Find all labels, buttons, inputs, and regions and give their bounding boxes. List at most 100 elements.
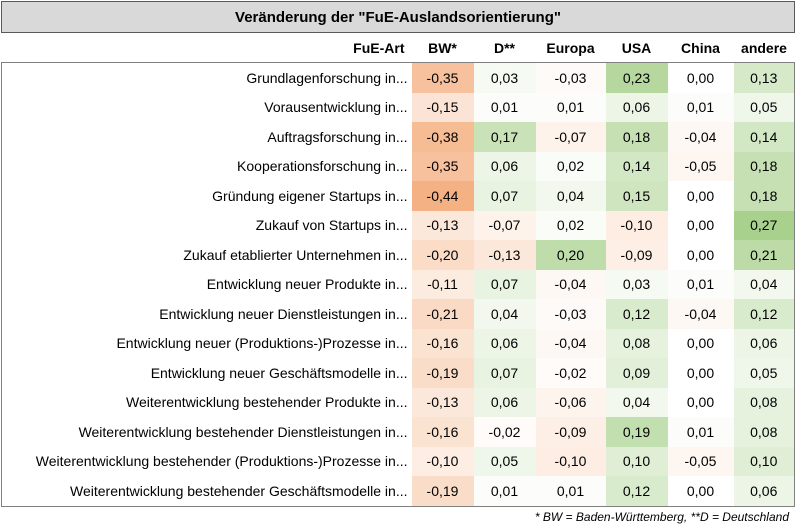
value-cell: -0,11 bbox=[411, 269, 474, 299]
data-table: Veränderung der "FuE-Auslandsorientierun… bbox=[0, 1, 796, 507]
value-cell: 0,08 bbox=[733, 417, 796, 447]
table-row: Weiterentwicklung bestehender Geschäftsm… bbox=[1, 476, 796, 507]
table-row: Entwicklung neuer Geschäftsmodelle in...… bbox=[1, 358, 796, 388]
value-cell: 0,03 bbox=[473, 62, 536, 93]
value-cell: -0,35 bbox=[411, 62, 474, 93]
value-cell: 0,15 bbox=[605, 181, 668, 211]
value-cell: 0,04 bbox=[535, 181, 606, 211]
value-cell: 0,27 bbox=[733, 210, 796, 240]
table-body: Grundlagenforschung in... -0,35 0,03 -0,03 0… bbox=[1, 62, 796, 507]
value-cell: 0,06 bbox=[733, 328, 796, 358]
value-cell: -0,09 bbox=[535, 417, 606, 447]
column-header-china: China bbox=[667, 32, 734, 63]
value-cell: -0,10 bbox=[605, 210, 668, 240]
table-row: Vorausentwicklung in... -0,15 0,01 0,01 0,06… bbox=[1, 92, 796, 122]
column-header-fue-art: FuE-Art bbox=[1, 32, 412, 63]
table-row: Zukauf etablierter Unternehmen in... -0,2… bbox=[1, 240, 796, 270]
value-cell: -0,21 bbox=[411, 299, 474, 329]
value-cell: 0,07 bbox=[473, 269, 536, 299]
row-label: Grundlagenforschung in... bbox=[1, 62, 412, 93]
value-cell: 0,06 bbox=[473, 328, 536, 358]
value-cell: 0,00 bbox=[667, 210, 734, 240]
header-row: FuE-Art BW* D** Europa USA China andere bbox=[1, 32, 795, 63]
value-cell: -0,04 bbox=[535, 269, 606, 299]
value-cell: -0,03 bbox=[535, 62, 606, 93]
value-cell: 0,01 bbox=[473, 92, 536, 122]
value-cell: -0,19 bbox=[411, 476, 474, 507]
value-cell: 0,02 bbox=[535, 210, 606, 240]
value-cell: 0,08 bbox=[733, 387, 796, 417]
value-cell: 0,04 bbox=[605, 387, 668, 417]
value-cell: 0,10 bbox=[733, 446, 796, 476]
value-cell: 0,12 bbox=[733, 299, 796, 329]
value-cell: 0,01 bbox=[667, 417, 734, 447]
value-cell: 0,01 bbox=[667, 269, 734, 299]
value-cell: 0,05 bbox=[733, 358, 796, 388]
value-cell: 0,20 bbox=[535, 240, 606, 270]
table-row: Entwicklung neuer Produkte in... -0,11 0,0… bbox=[1, 269, 796, 299]
value-cell: 0,06 bbox=[733, 476, 796, 507]
value-cell: -0,35 bbox=[411, 151, 474, 181]
value-cell: 0,12 bbox=[605, 299, 668, 329]
value-cell: 0,14 bbox=[605, 151, 668, 181]
value-cell: 0,04 bbox=[473, 299, 536, 329]
table-row: Grundlagenforschung in... -0,35 0,03 -0,03 0… bbox=[1, 62, 796, 93]
value-cell: -0,15 bbox=[411, 92, 474, 122]
value-cell: -0,13 bbox=[473, 240, 536, 270]
value-cell: 0,21 bbox=[733, 240, 796, 270]
value-cell: 0,01 bbox=[535, 92, 606, 122]
value-cell: -0,02 bbox=[535, 358, 606, 388]
value-cell: 0,00 bbox=[667, 62, 734, 93]
column-header-andere: andere bbox=[733, 32, 795, 63]
value-cell: -0,04 bbox=[535, 328, 606, 358]
value-cell: 0,00 bbox=[667, 181, 734, 211]
row-label: Zukauf etablierter Unternehmen in... bbox=[1, 240, 412, 270]
value-cell: -0,38 bbox=[411, 122, 474, 152]
value-cell: -0,04 bbox=[667, 299, 734, 329]
value-cell: 0,05 bbox=[473, 446, 536, 476]
row-label: Kooperationsforschung in... bbox=[1, 151, 412, 181]
value-cell: -0,10 bbox=[535, 446, 606, 476]
value-cell: -0,02 bbox=[473, 417, 536, 447]
row-label: Entwicklung neuer Geschäftsmodelle in... bbox=[1, 358, 412, 388]
row-label: Entwicklung neuer Dienstleistungen in... bbox=[1, 299, 412, 329]
row-label: Weiterentwicklung bestehender Dienstleis… bbox=[1, 417, 412, 447]
value-cell: -0,10 bbox=[411, 446, 474, 476]
value-cell: 0,18 bbox=[733, 181, 796, 211]
value-cell: 0,05 bbox=[733, 92, 796, 122]
value-cell: 0,13 bbox=[733, 62, 796, 93]
row-label: Weiterentwicklung bestehender Geschäftsm… bbox=[1, 476, 412, 507]
value-cell: 0,18 bbox=[733, 151, 796, 181]
value-cell: 0,06 bbox=[473, 387, 536, 417]
table-row: Entwicklung neuer (Produktions-)Prozesse… bbox=[1, 328, 796, 358]
value-cell: 0,09 bbox=[605, 358, 668, 388]
row-label: Gründung eigener Startups in... bbox=[1, 181, 412, 211]
value-cell: -0,16 bbox=[411, 328, 474, 358]
value-cell: -0,05 bbox=[667, 151, 734, 181]
row-label: Zukauf von Startups in... bbox=[1, 210, 412, 240]
footnote: * BW = Baden-Württemberg, **D = Deutschl… bbox=[534, 510, 789, 524]
value-cell: 0,00 bbox=[667, 476, 734, 507]
row-label: Weiterentwicklung bestehender Produkte i… bbox=[1, 387, 412, 417]
value-cell: -0,44 bbox=[411, 181, 474, 211]
value-cell: 0,17 bbox=[473, 122, 536, 152]
value-cell: -0,19 bbox=[411, 358, 474, 388]
row-label: Weiterentwicklung bestehender (Produktio… bbox=[1, 446, 412, 476]
value-cell: 0,02 bbox=[535, 151, 606, 181]
table-row: Kooperationsforschung in... -0,35 0,06 0,02… bbox=[1, 151, 796, 181]
value-cell: -0,03 bbox=[535, 299, 606, 329]
value-cell: -0,07 bbox=[473, 210, 536, 240]
value-cell: 0,01 bbox=[535, 476, 606, 507]
value-cell: 0,10 bbox=[605, 446, 668, 476]
value-cell: 0,03 bbox=[605, 269, 668, 299]
value-cell: 0,18 bbox=[605, 122, 668, 152]
table-row: Gründung eigener Startups in... -0,44 0,07… bbox=[1, 181, 796, 211]
table-row: Weiterentwicklung bestehender (Produktio… bbox=[1, 446, 796, 476]
value-cell: -0,09 bbox=[605, 240, 668, 270]
value-cell: -0,20 bbox=[411, 240, 474, 270]
value-cell: -0,04 bbox=[667, 122, 734, 152]
value-cell: -0,16 bbox=[411, 417, 474, 447]
column-header-europa: Europa bbox=[535, 32, 606, 63]
table-row: Weiterentwicklung bestehender Dienstleis… bbox=[1, 417, 796, 447]
